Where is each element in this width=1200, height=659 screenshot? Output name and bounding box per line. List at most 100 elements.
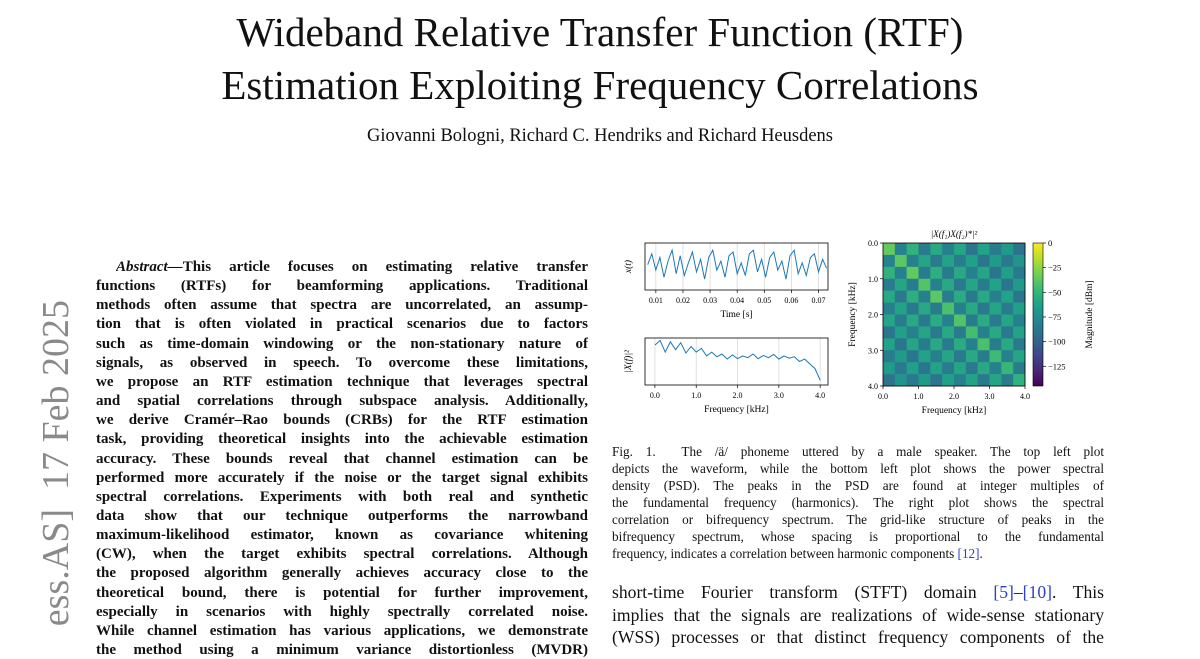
text-run: bifrequency spectrum, whose spacing is p…	[612, 529, 1104, 544]
x-tick-label: 3.0	[774, 391, 784, 400]
heatmap-cell	[883, 290, 896, 303]
heatmap-cell	[906, 314, 919, 327]
heatmap-cell	[883, 326, 896, 339]
heatmap-cell	[918, 302, 931, 315]
abstract-text: task, providing theoretical insights int…	[96, 431, 588, 448]
abstract-line: theoretical bound, there is potential fo…	[96, 584, 588, 602]
heatmap-cell	[965, 374, 978, 387]
colorbar-tick-label: −25	[1048, 263, 1061, 273]
heatmap-cell	[942, 350, 955, 363]
heatmap-cell	[1001, 302, 1014, 315]
text-run: frequency, indicates a correlation betwe…	[612, 546, 958, 561]
heatmap-cell	[894, 338, 907, 351]
heatmap-cell	[918, 338, 931, 351]
heatmap-cell	[918, 278, 931, 291]
heatmap-cell	[1001, 374, 1014, 387]
heatmap-cell	[1013, 290, 1026, 303]
heatmap-cell	[942, 302, 955, 315]
heatmap-cell	[906, 326, 919, 339]
heatmap-cell	[1013, 254, 1026, 268]
x-tick-label: 0.06	[784, 296, 798, 305]
heatmap-cell	[918, 362, 931, 375]
heatmap-cell	[930, 350, 943, 363]
abstract-text: While channel estimation has various app…	[96, 622, 588, 639]
heatmap-cell	[906, 254, 919, 268]
abstract-text: (CW), when the target exhibits spectral …	[96, 546, 588, 563]
heatmap-cell	[883, 338, 896, 351]
abstract-line: signals, as observed in speech. To overc…	[96, 354, 588, 372]
heatmap-cell	[894, 350, 907, 363]
abstract-line: spectral correlations. Experiments with …	[96, 488, 588, 506]
abstract-text: especially in scenarios with highly spec…	[96, 603, 588, 620]
heatmap-cell	[906, 362, 919, 375]
heatmap-cell	[930, 374, 943, 387]
heatmap-cell	[918, 254, 931, 268]
heatmap-cell	[883, 350, 896, 363]
colorbar	[1032, 242, 1044, 387]
abstract-text: signals, as observed in speech. To overc…	[96, 354, 588, 371]
heatmap-cell	[989, 254, 1002, 268]
y-axis-label: |X(f)|²	[623, 350, 634, 373]
heatmap-cell	[954, 350, 967, 363]
heatmap-cell	[942, 290, 955, 303]
heatmap-cell	[930, 326, 943, 339]
heatmap-cell	[942, 278, 955, 291]
heatmap-cell	[977, 350, 990, 363]
heatmap-cell	[1013, 326, 1026, 339]
heatmap-cell	[1013, 362, 1026, 375]
heatmap-cell	[930, 290, 943, 303]
abstract-line: especially in scenarios with highly spec…	[96, 603, 588, 621]
abstract-line: performed more accurately if the noise o…	[96, 469, 588, 487]
heatmap-cell	[894, 243, 907, 256]
text-run: The /ä/ phoneme uttered by a male speake…	[681, 444, 1104, 459]
heatmap-cell	[894, 290, 907, 303]
heatmap-cell	[1001, 278, 1014, 291]
heatmap-cell	[1001, 254, 1014, 268]
text-run: short-time Fourier transform (STFT) doma…	[612, 582, 994, 602]
abstract-text: maximum-likelihood estimator, known as c…	[96, 527, 588, 544]
abstract-text: we propose an RTF estimation technique t…	[96, 373, 588, 390]
heatmap-cell	[942, 243, 955, 256]
heatmap-cell	[977, 243, 990, 256]
heatmap-cell	[883, 362, 896, 375]
heatmap-cell	[1001, 243, 1014, 256]
text-run: –	[1013, 582, 1023, 602]
abstract-line: we propose an RTF estimation technique t…	[96, 373, 588, 391]
heatmap-cell	[954, 278, 967, 291]
heatmap-cell	[1001, 338, 1014, 351]
heatmap-cell	[918, 314, 931, 327]
abstract-line: functions (RTFs) for beamforming applica…	[96, 277, 588, 295]
x-axis-label: Time [s]	[720, 310, 752, 320]
colorbar-tick-label: −75	[1048, 312, 1061, 322]
data-line	[654, 339, 821, 381]
arxiv-stamp: ess.AS] 17 Feb 2025	[35, 300, 77, 626]
caption-line: bifrequency spectrum, whose spacing is p…	[612, 529, 1104, 545]
abstract-text: methods often assume that spectra are un…	[96, 297, 588, 314]
abstract-line: (CW), when the target exhibits spectral …	[96, 545, 588, 563]
heatmap-cell	[1013, 374, 1026, 387]
heatmap-cell	[965, 350, 978, 363]
y-tick-label: 2.0	[868, 311, 878, 320]
heatmap-cell	[977, 266, 990, 280]
abstract-line: tion that is often violated in practical…	[96, 315, 588, 333]
heatmap-cell	[1001, 314, 1014, 327]
data-line	[647, 248, 828, 280]
heatmap-cell	[989, 350, 1002, 363]
caption-line: Fig. 1. The /ä/ phoneme uttered by a mal…	[612, 444, 1104, 460]
text-run: .	[979, 546, 983, 561]
heatmap-cell	[942, 254, 955, 268]
heatmap-cell	[954, 266, 967, 280]
heatmap-cell	[894, 278, 907, 291]
heatmap-cell	[942, 314, 955, 327]
heatmap-cell	[989, 266, 1002, 280]
body-line: (WSS) processes or that distinct frequen…	[612, 627, 1104, 648]
heatmap-cell	[918, 266, 931, 280]
heatmap-cell	[954, 362, 967, 375]
abstract-text: spectral correlations. Experiments with …	[96, 488, 588, 505]
colorbar-tick-label: −100	[1048, 337, 1066, 347]
abstract-line: the proposed algorithm generally achieve…	[96, 564, 588, 582]
heatmap-cell	[942, 374, 955, 387]
abstract-line: and spatial correlations through subspac…	[96, 392, 588, 410]
axes-frame	[644, 242, 829, 291]
heatmap-cell	[977, 302, 990, 315]
